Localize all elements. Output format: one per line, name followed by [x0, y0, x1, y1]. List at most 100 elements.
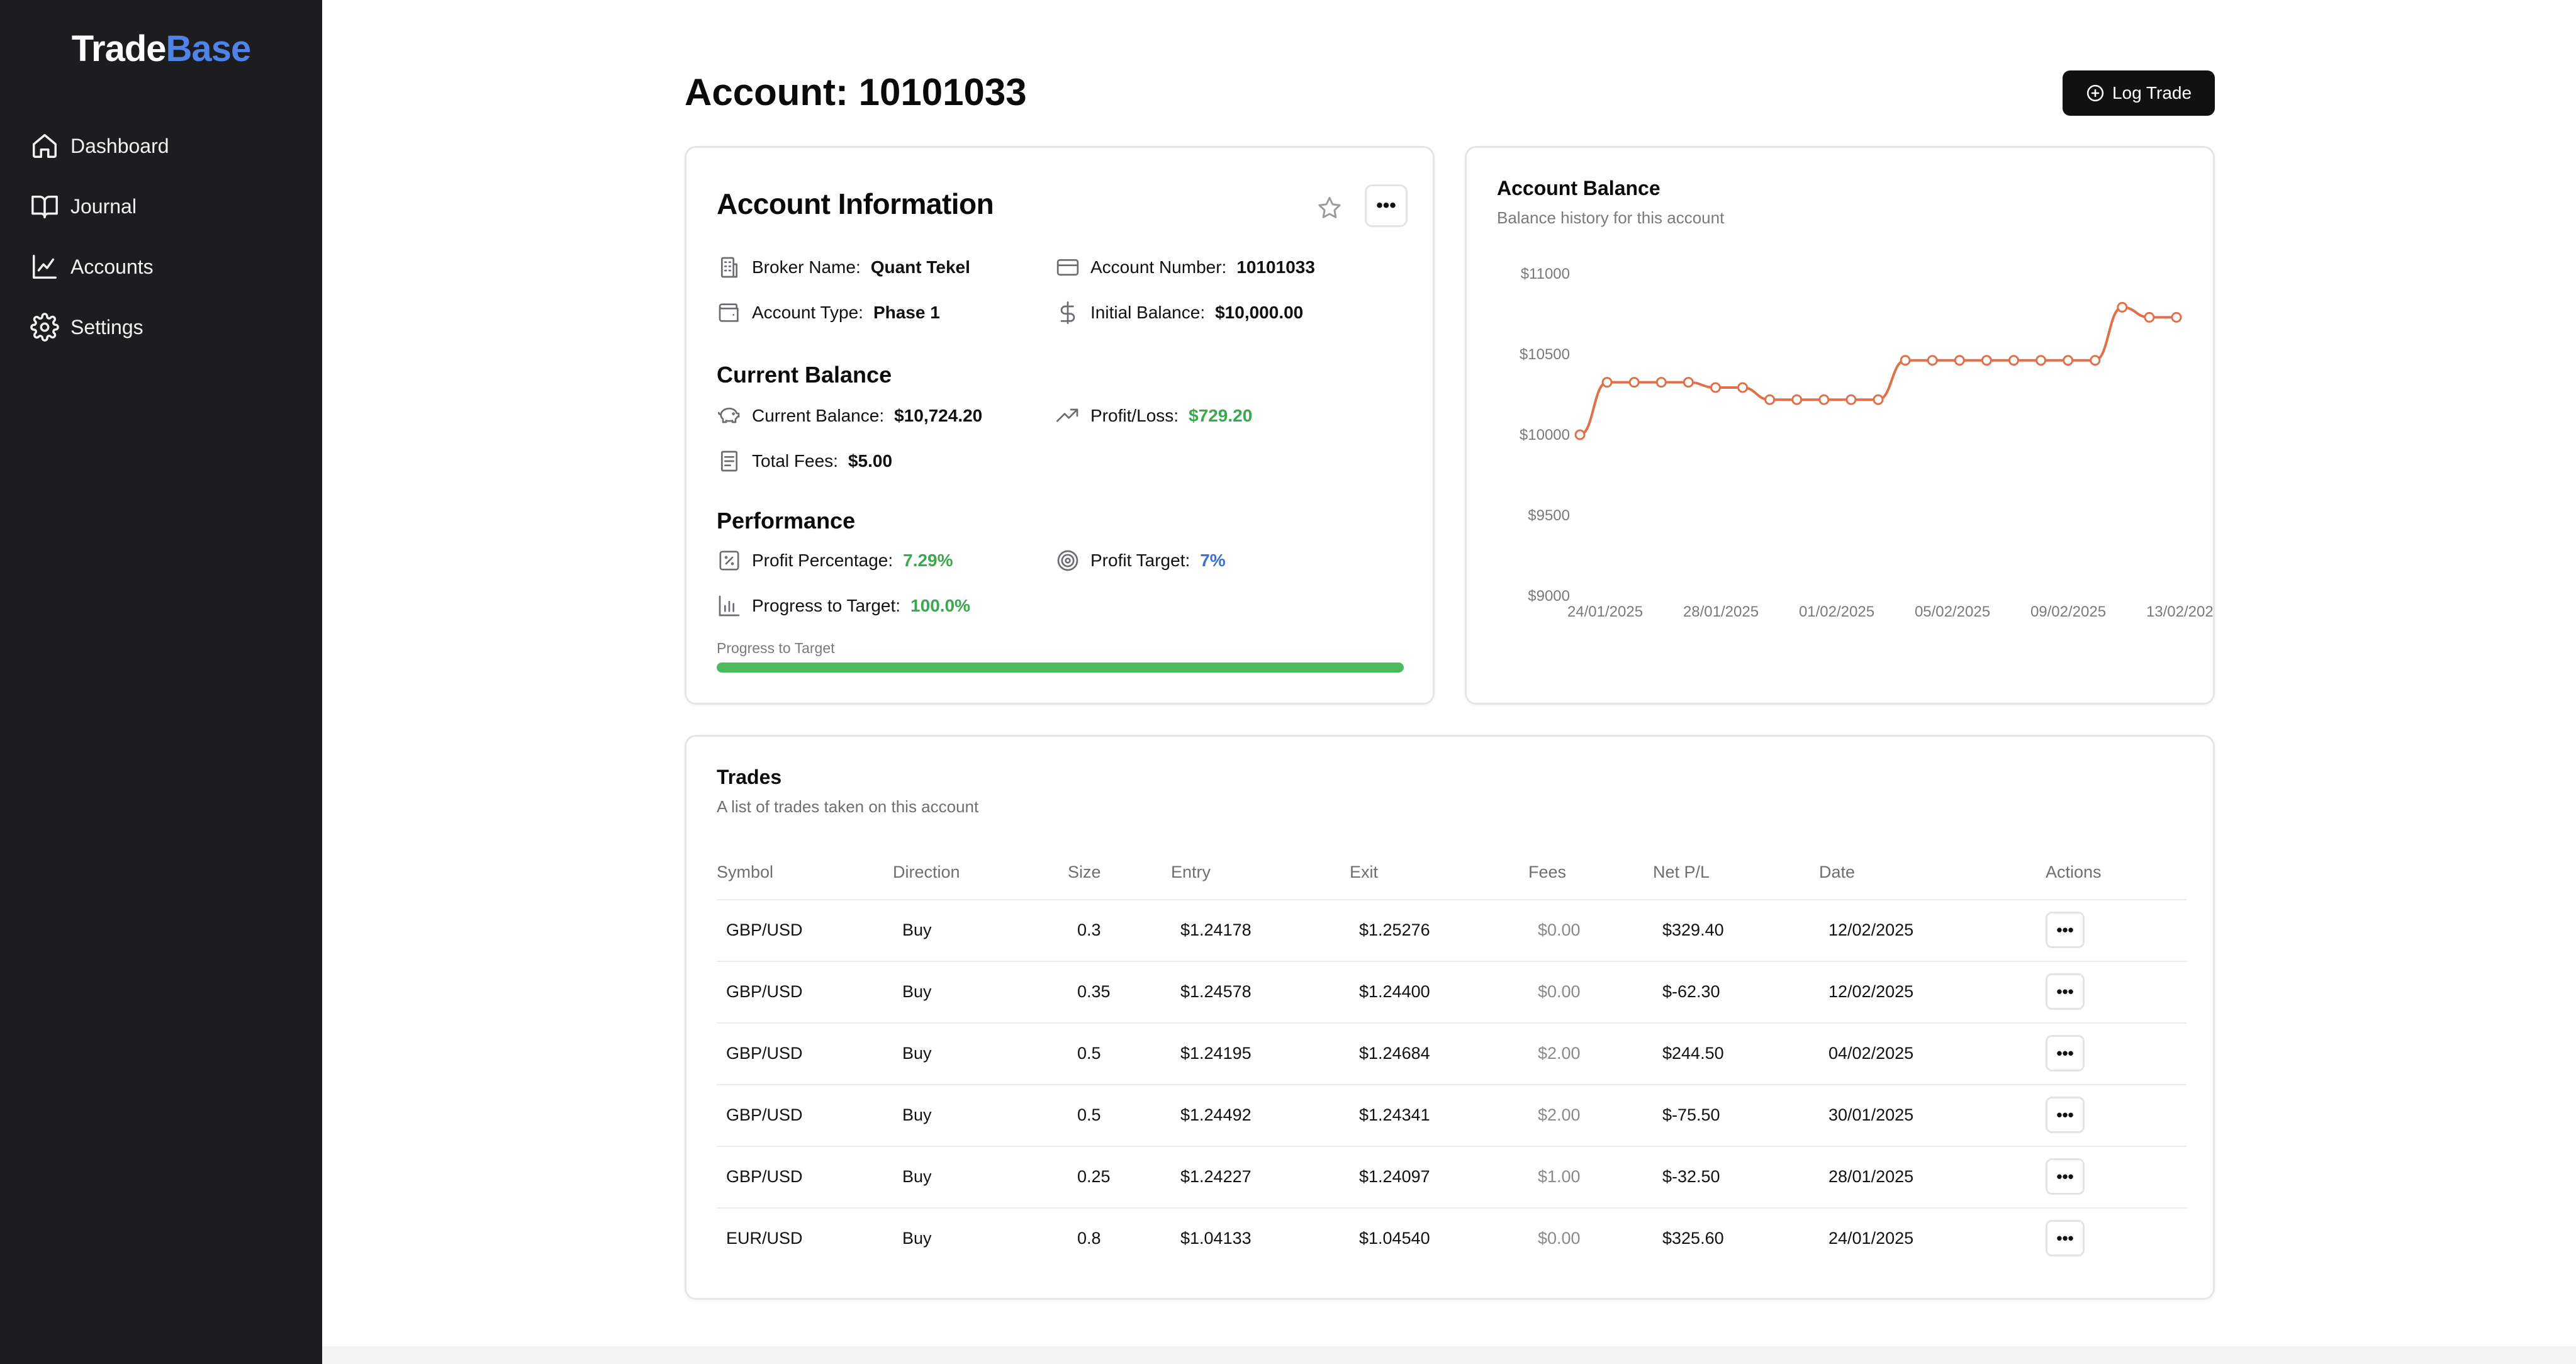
total-fees-label: Total Fees: — [752, 451, 838, 471]
cell-pl: $329.40 — [1662, 920, 1724, 940]
balance-data-point — [2091, 356, 2100, 365]
trades-card: Trades A list of trades taken on this ac… — [685, 735, 2215, 1300]
row-actions-button[interactable]: ••• — [2046, 1097, 2085, 1133]
sidebar-item-dashboard[interactable]: Dashboard — [30, 126, 169, 166]
balance-data-point — [1603, 378, 1611, 387]
cell-fees: $2.00 — [1538, 1044, 1581, 1063]
cell-size: 0.5 — [1077, 1105, 1101, 1125]
broker-value: Quant Tekel — [871, 257, 970, 277]
balance-data-point — [1739, 383, 1747, 392]
more-dots-icon: ••• — [2056, 982, 2073, 1002]
main-bottom-strip — [322, 1346, 2576, 1364]
building-icon — [717, 255, 742, 280]
sidebar-item-label: Settings — [70, 316, 143, 339]
profit-target-value: 7% — [1200, 551, 1225, 571]
dollar-icon — [1055, 300, 1080, 325]
profit-loss-value: $729.20 — [1189, 406, 1252, 426]
x-tick-label: 24/01/2025 — [1567, 603, 1643, 620]
balance-data-point — [1874, 395, 1883, 404]
cell-entry: $1.24227 — [1180, 1167, 1252, 1187]
y-tick-label: $9000 — [1528, 588, 1570, 605]
y-tick-label: $10500 — [1520, 346, 1570, 363]
app-logo[interactable]: TradeBase — [0, 28, 322, 70]
cell-exit: $1.04540 — [1359, 1229, 1430, 1248]
balance-data-point — [1766, 395, 1774, 404]
profit-target-label: Profit Target: — [1090, 551, 1190, 571]
more-dots-icon: ••• — [2056, 1044, 2073, 1063]
cell-date: 30/01/2025 — [1828, 1105, 1913, 1125]
table-row[interactable]: GBP/USD Buy 0.5 $1.24492 $1.24341 $2.00 $-75.5… — [717, 1084, 2187, 1146]
balance-data-point — [1982, 356, 1991, 365]
x-tick-label: 05/02/2025 — [1915, 603, 1990, 620]
y-tick-label: $9500 — [1528, 507, 1570, 524]
row-actions-button[interactable]: ••• — [2046, 912, 2085, 948]
account-more-button[interactable]: ••• — [1365, 184, 1408, 227]
sidebar: TradeBase Dashboard Journal Accounts Set… — [0, 0, 322, 1364]
sidebar-item-settings[interactable]: Settings — [30, 307, 143, 347]
cell-exit: $1.24341 — [1359, 1105, 1430, 1125]
initial-balance-value: $10,000.00 — [1215, 303, 1303, 323]
trades-subtitle: A list of trades taken on this account — [717, 797, 978, 817]
table-row[interactable]: GBP/USD Buy 0.5 $1.24195 $1.24684 $2.00 $244.5… — [717, 1022, 2187, 1084]
cell-pl: $244.50 — [1662, 1044, 1724, 1063]
book-open-icon — [30, 192, 59, 221]
balance-series-line — [1580, 307, 2176, 435]
cell-fees: $0.00 — [1538, 982, 1581, 1002]
sidebar-item-accounts[interactable]: Accounts — [30, 247, 154, 287]
balance-data-point — [1955, 356, 1964, 365]
cell-size: 0.25 — [1077, 1167, 1111, 1187]
table-row[interactable]: GBP/USD Buy 0.25 $1.24227 $1.24097 $1.00 $-32.… — [717, 1146, 2187, 1207]
cell-entry: $1.24578 — [1180, 982, 1252, 1002]
favorite-star-icon[interactable] — [1316, 194, 1343, 222]
broker-field: Broker Name: Quant Tekel — [717, 255, 970, 280]
account-balance-card: Account Balance Balance history for this… — [1465, 146, 2215, 705]
balance-data-point — [2037, 356, 2046, 365]
y-tick-label: $11000 — [1521, 266, 1570, 282]
gear-icon — [30, 313, 59, 342]
target-icon — [1055, 548, 1080, 573]
cell-entry: $1.24178 — [1180, 920, 1252, 940]
log-trade-button[interactable]: Log Trade — [2063, 70, 2215, 116]
credit-card-icon — [1055, 255, 1080, 280]
cell-pl: $-32.50 — [1662, 1167, 1720, 1187]
total-fees-value: $5.00 — [848, 451, 892, 471]
balance-data-point — [1657, 378, 1666, 387]
sidebar-item-label: Journal — [70, 195, 137, 218]
balance-data-point — [2064, 356, 2073, 365]
bar-chart-icon — [717, 593, 742, 618]
table-row[interactable]: GBP/USD Buy 0.35 $1.24578 $1.24400 $0.00 $-62.… — [717, 961, 2187, 1022]
cell-fees: $2.00 — [1538, 1105, 1581, 1125]
profit-percentage-value: 7.29% — [903, 551, 953, 571]
cell-pl: $-75.50 — [1662, 1105, 1720, 1125]
row-actions-button[interactable]: ••• — [2046, 1158, 2085, 1195]
piggy-bank-icon — [717, 403, 742, 428]
cell-size: 0.5 — [1077, 1044, 1101, 1063]
trades-title: Trades — [717, 766, 781, 789]
cell-direction: Buy — [902, 1105, 932, 1125]
cell-symbol: GBP/USD — [726, 982, 803, 1002]
column-header-fees: Fees — [1528, 863, 1566, 882]
cell-pl: $-62.30 — [1662, 982, 1720, 1002]
balance-data-point — [1711, 383, 1720, 392]
balance-data-point — [1684, 378, 1693, 387]
sidebar-item-journal[interactable]: Journal — [30, 186, 137, 226]
row-actions-button[interactable]: ••• — [2046, 1220, 2085, 1256]
percent-square-icon — [717, 548, 742, 573]
cell-pl: $325.60 — [1662, 1229, 1724, 1248]
row-actions-button[interactable]: ••• — [2046, 973, 2085, 1010]
cell-size: 0.35 — [1077, 982, 1111, 1002]
x-tick-label: 13/02/2025 — [2146, 603, 2213, 620]
y-tick-label: $10000 — [1520, 427, 1570, 444]
table-row[interactable]: EUR/USD Buy 0.8 $1.04133 $1.04540 $0.00 $325.6… — [717, 1207, 2187, 1269]
cell-entry: $1.24492 — [1180, 1105, 1252, 1125]
performance-heading: Performance — [717, 508, 855, 534]
account-info-title: Account Information — [717, 187, 994, 221]
row-actions-button[interactable]: ••• — [2046, 1035, 2085, 1071]
table-row[interactable]: GBP/USD Buy 0.3 $1.24178 $1.25276 $0.00 $329.4… — [717, 899, 2187, 961]
initial-balance-label: Initial Balance: — [1090, 303, 1205, 323]
column-header-entry: Entry — [1171, 863, 1211, 882]
more-dots-icon: ••• — [1376, 195, 1396, 216]
cell-size: 0.8 — [1077, 1229, 1101, 1248]
column-header-date: Date — [1819, 863, 1855, 882]
progress-bar-fill — [717, 662, 1404, 673]
